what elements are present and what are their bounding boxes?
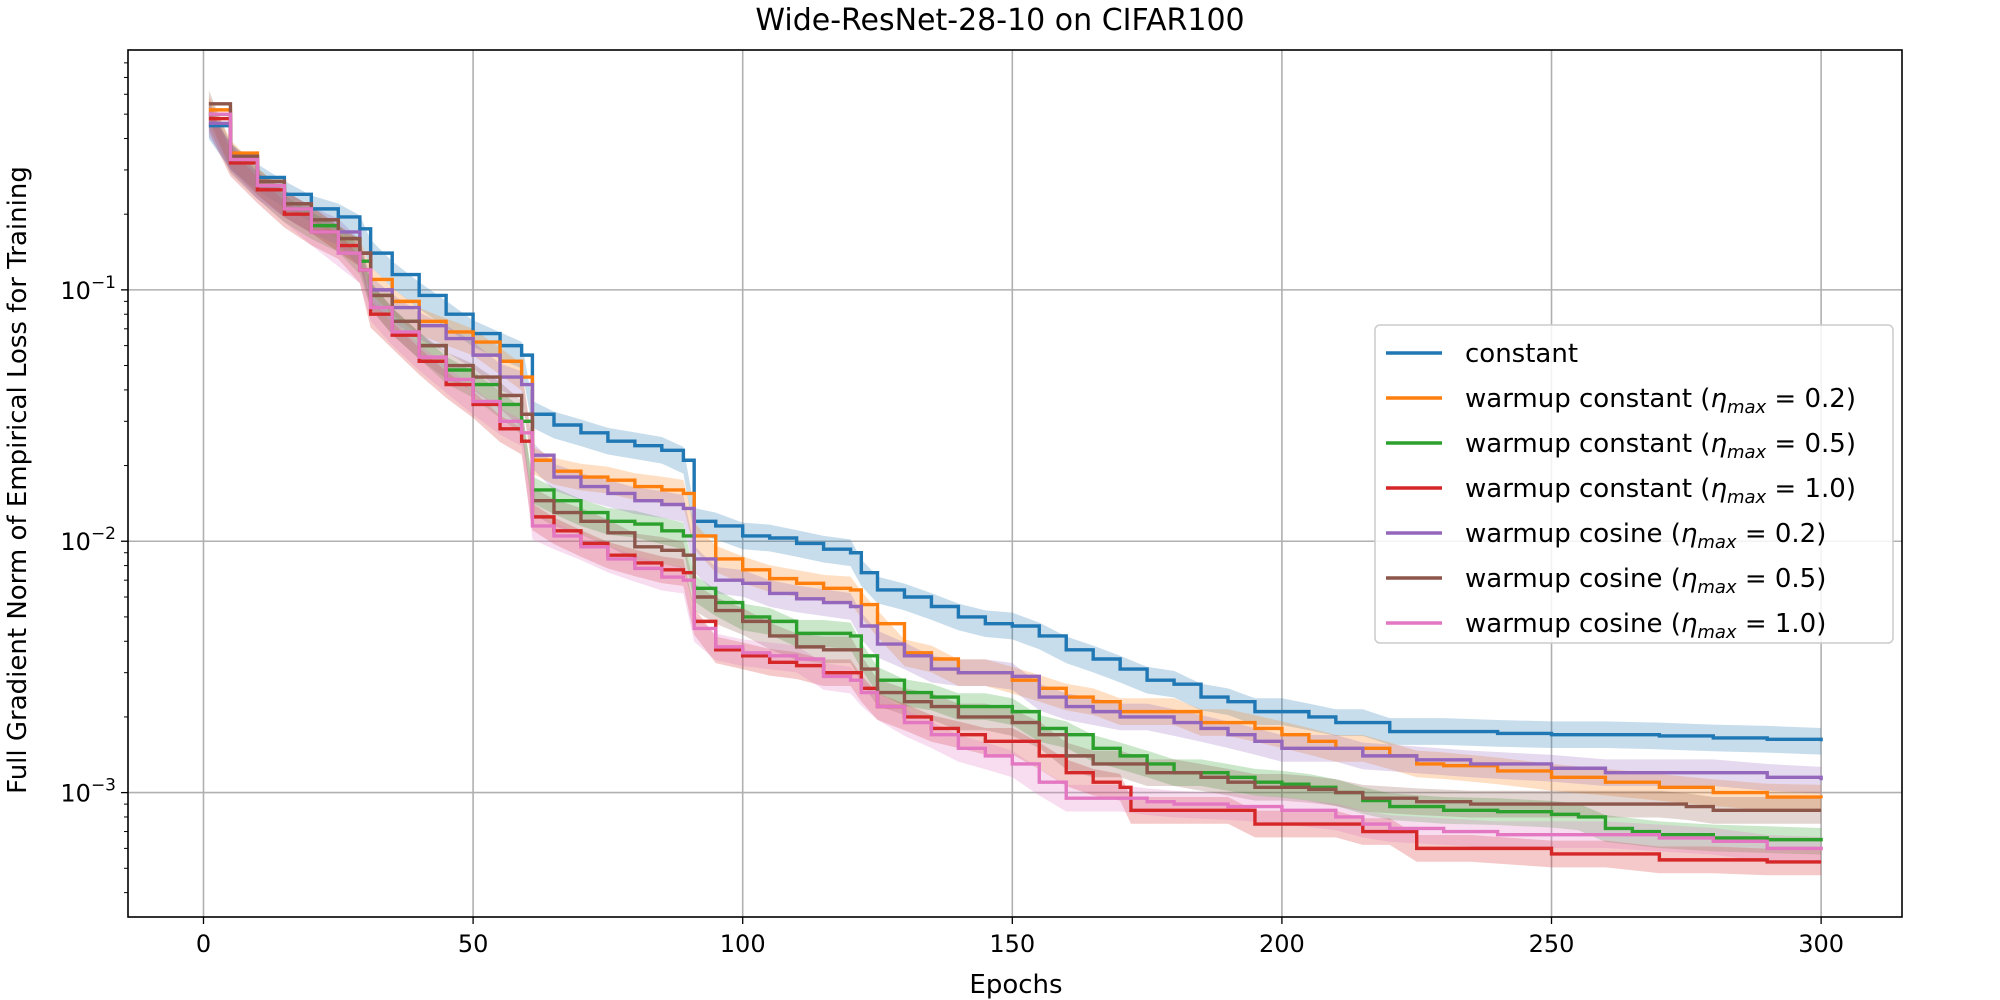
x-tick-label: 50 [458, 930, 489, 958]
x-axis-label: Epochs [969, 970, 1062, 1000]
series-line [208, 102, 1822, 813]
legend-entry: warmup cosine (ηmax = 0.5) [1465, 564, 1826, 598]
series-lines [208, 102, 1823, 864]
legend-entry: constant [1465, 339, 1578, 369]
y-tick-label: 10−2 [60, 524, 116, 556]
legend-entry: warmup constant (ηmax = 0.2) [1465, 384, 1856, 418]
y-tick-label: 10−1 [60, 273, 116, 305]
axis-ticks: 0 50 100 150 200 250 300 10−1 10−2 10−3 [60, 62, 1844, 958]
x-tick-label: 150 [989, 930, 1035, 958]
y-tick-label: 10−3 [60, 776, 116, 808]
x-tick-label: 100 [720, 930, 766, 958]
series-line [208, 123, 1823, 742]
series-line [208, 116, 1822, 864]
legend-entry: warmup constant (ηmax = 1.0) [1465, 474, 1856, 508]
legend-entry: warmup cosine (ηmax = 0.2) [1465, 519, 1826, 553]
x-tick-label: 0 [196, 930, 211, 958]
legend-entry: warmup constant (ηmax = 0.5) [1465, 429, 1856, 463]
plot-frame [127, 49, 1903, 918]
legend-box [1374, 324, 1894, 644]
chart-title: Wide-ResNet-28-10 on CIFAR100 [755, 3, 1244, 38]
x-tick-label: 200 [1259, 930, 1305, 958]
legend-entry: warmup cosine (ηmax = 1.0) [1465, 609, 1826, 643]
x-tick-label: 300 [1798, 930, 1844, 958]
series-line [208, 112, 1823, 851]
x-tick-label: 250 [1529, 930, 1575, 958]
y-axis-label: Full Gradient Norm of Empirical Loss for… [3, 166, 33, 794]
series-line [208, 121, 1823, 781]
legend: constant warmup constant (ηmax = 0.2) warm… [1374, 324, 1894, 644]
